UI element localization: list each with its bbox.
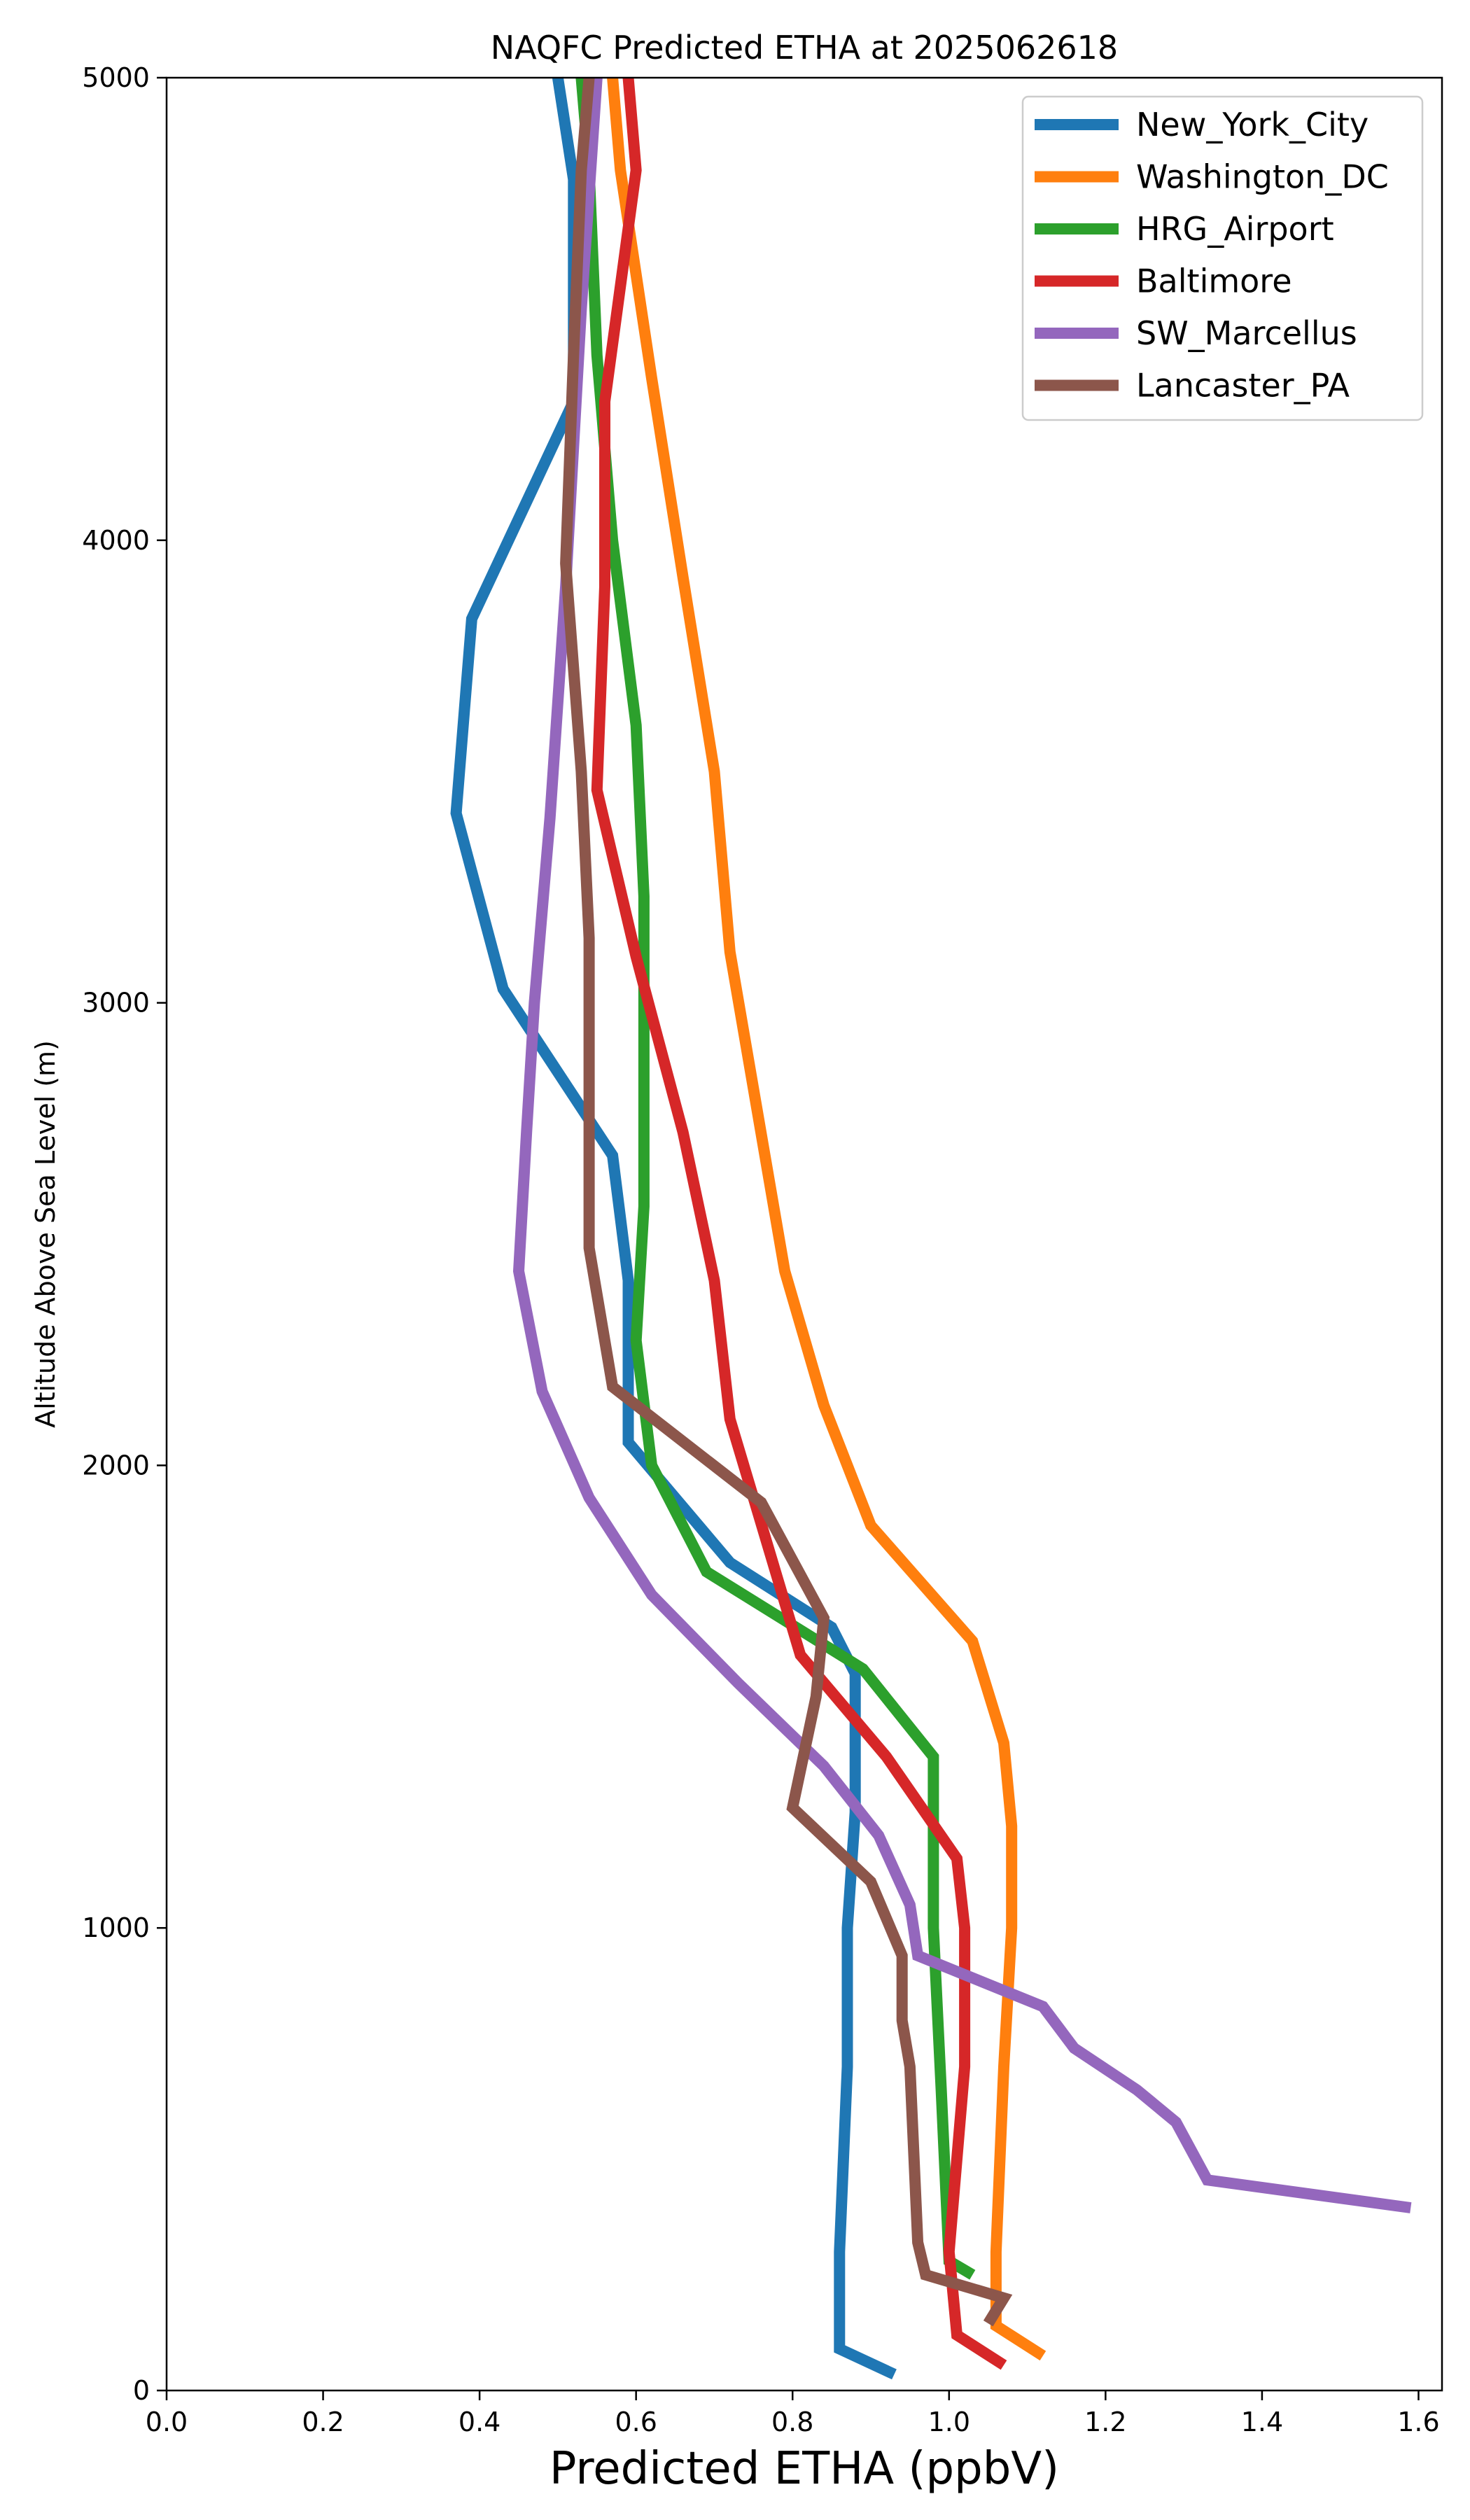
series-line-lancaster-pa <box>560 77 1013 2327</box>
y-tick-label: 1000 <box>82 1912 150 1943</box>
legend-label: Baltimore <box>1136 262 1292 300</box>
series-layer <box>450 76 1412 2380</box>
legend-label: SW_Marcellus <box>1136 314 1357 352</box>
series-line-new-york-city <box>450 76 897 2380</box>
x-tick-label: 1.0 <box>928 2407 970 2437</box>
x-tick-label: 1.2 <box>1084 2407 1126 2437</box>
x-axis: 0.0 0.2 0.4 0.6 0.8 1.0 1.2 1.4 1.6 <box>146 2390 1440 2437</box>
y-tick-label: 4000 <box>82 525 150 556</box>
series-line-sw-marcellus <box>512 77 1412 2213</box>
x-tick-label: 0.6 <box>615 2407 657 2437</box>
y-tick-label: 2000 <box>82 1450 150 1480</box>
legend-label: New_York_City <box>1136 106 1368 144</box>
legend-label: Lancaster_PA <box>1136 367 1350 405</box>
x-tick-label: 0.2 <box>302 2407 344 2437</box>
y-tick-label: 3000 <box>82 988 150 1018</box>
x-tick-label: 1.6 <box>1397 2407 1439 2437</box>
legend-label: HRG_Airport <box>1136 210 1334 248</box>
x-tick-label: 1.4 <box>1241 2407 1283 2437</box>
chart-title: NAQFC Predicted ETHA at 2025062618 <box>491 29 1118 66</box>
plot-frame <box>165 76 1443 2392</box>
legend-label: Washington_DC <box>1136 158 1389 196</box>
x-tick-label: 0.4 <box>458 2407 500 2437</box>
y-axis-label: Altitude Above Sea Level (m) <box>30 1040 61 1428</box>
series-line-washington-dc <box>607 77 1046 2361</box>
legend: New_York_City Washington_DC HRG_Airport Bal… <box>1021 95 1424 421</box>
y-tick-label: 5000 <box>82 62 150 93</box>
x-tick-label: 0.8 <box>771 2407 813 2437</box>
series-line-baltimore <box>591 77 1007 2370</box>
y-tick-label: 0 <box>133 2375 150 2406</box>
x-tick-label: 0.0 <box>146 2407 188 2437</box>
x-axis-label: Predicted ETHA (ppbV) <box>550 2443 1059 2495</box>
legend-box <box>1021 95 1424 421</box>
y-axis: 0 1000 2000 3000 4000 5000 <box>82 62 167 2406</box>
